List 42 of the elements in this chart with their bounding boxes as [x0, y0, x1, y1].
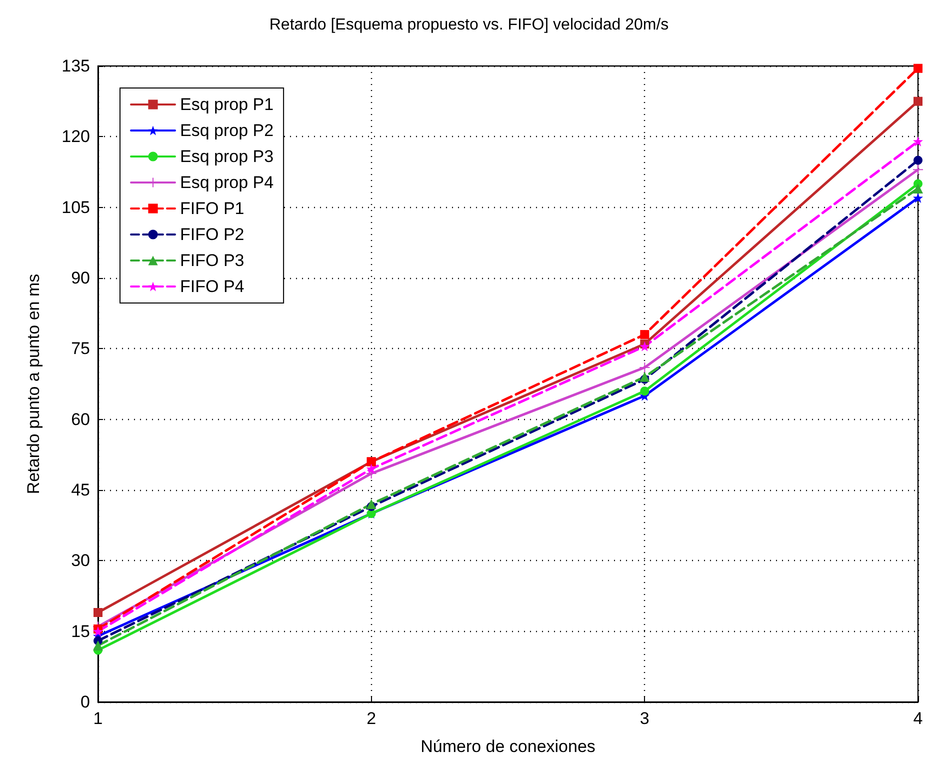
x-tick-label: 2: [366, 709, 376, 728]
chart-title: Retardo [Esquema propuesto vs. FIFO] velocidad 20m/s: [269, 16, 669, 34]
y-tick-label: 75: [71, 339, 90, 358]
x-tick-label: 3: [640, 709, 650, 728]
legend-label: Esq prop P4: [180, 173, 274, 192]
legend-label: FIFO P4: [180, 277, 244, 296]
y-tick-label: 120: [62, 127, 90, 146]
legend-label: Esq prop P1: [180, 95, 274, 114]
point: [640, 330, 650, 340]
point: [913, 183, 923, 194]
x-tick-label: 4: [913, 709, 923, 728]
legend-label: Esq prop P2: [180, 121, 274, 140]
point: [640, 372, 650, 382]
point: [914, 156, 922, 165]
y-tick-label: 30: [71, 551, 90, 570]
legend-label: Esq prop P3: [180, 147, 274, 166]
point: [640, 386, 650, 396]
y-axis-title: Retardo punto a punto en ms: [24, 274, 43, 494]
x-tick-label: 1: [93, 709, 103, 728]
y-tick-label: 60: [71, 410, 90, 429]
point: [913, 192, 923, 203]
legend-label: FIFO P1: [180, 199, 244, 218]
point: [914, 64, 922, 73]
y-tick-label: 90: [71, 268, 90, 288]
point: [366, 464, 376, 474]
legend-label: FIFO P2: [180, 225, 244, 244]
point: [94, 608, 102, 617]
point: [93, 626, 103, 636]
point: [640, 341, 650, 352]
y-tick-label: 0: [80, 692, 90, 712]
point: [913, 164, 923, 175]
y-tick-label: 15: [71, 622, 90, 641]
x-axis-title: Número de conexiones: [420, 737, 596, 756]
point: [366, 499, 376, 510]
legend-label: FIFO P3: [180, 251, 244, 270]
point: [93, 640, 103, 650]
y-tick-label: 135: [62, 56, 90, 76]
point: [914, 96, 922, 106]
y-tick-label: 105: [62, 198, 90, 217]
point: [913, 136, 923, 146]
y-tick-label: 45: [71, 480, 90, 500]
point: [640, 362, 650, 373]
